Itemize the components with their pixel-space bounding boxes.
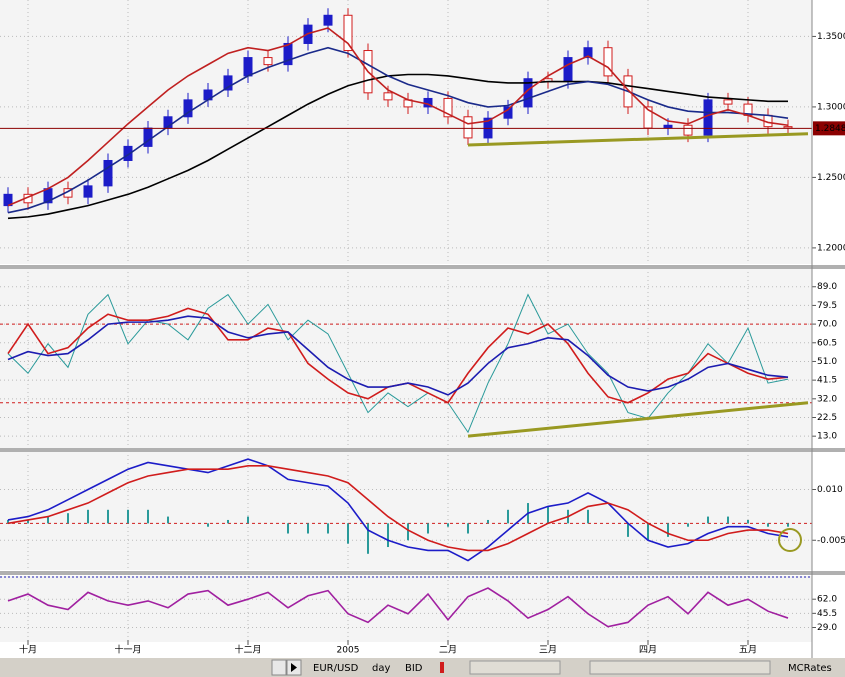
y-tick-label: 51.0 xyxy=(817,357,837,367)
candle-body xyxy=(323,14,333,26)
separator xyxy=(0,448,845,452)
y-tick-label: 29.0 xyxy=(817,623,837,633)
highlight-circle xyxy=(778,528,802,552)
source-select[interactable]: MCRates xyxy=(788,663,832,674)
candle-body xyxy=(663,124,673,129)
candle-body xyxy=(443,97,453,118)
y-tick-label: 45.5 xyxy=(817,609,837,619)
panel-background xyxy=(0,576,812,642)
side-select[interactable]: BID xyxy=(405,663,423,674)
candle-body xyxy=(383,92,393,101)
candle-body xyxy=(243,57,253,77)
candle-body xyxy=(83,185,93,198)
series-line xyxy=(7,27,789,207)
x-tick-label: 五月 xyxy=(739,645,757,656)
candle-body xyxy=(523,78,533,108)
candle-icon[interactable] xyxy=(440,662,444,673)
candle-body xyxy=(683,124,693,136)
separator xyxy=(0,571,845,575)
candle-body xyxy=(183,99,193,118)
series-line xyxy=(7,458,789,562)
y-tick-label: 60.5 xyxy=(817,338,837,348)
candle-body xyxy=(583,47,593,59)
y-tick-label: -0.005 xyxy=(817,536,845,546)
candle-body xyxy=(703,99,713,136)
plots: 1.3500 1.3000 1.2500 1.2000 1.2848 89.0 79.5 70… xyxy=(0,0,845,656)
candle-body xyxy=(263,57,273,66)
candle-body xyxy=(463,116,473,139)
y-tick-label: 32.0 xyxy=(817,394,837,404)
trend-line xyxy=(467,401,809,438)
x-tick-label: 三月 xyxy=(539,645,557,656)
series-line xyxy=(7,46,789,214)
candle-body xyxy=(503,106,513,119)
candle-body xyxy=(563,57,573,83)
x-tick-label: 二月 xyxy=(439,645,457,656)
y-tick-label: 1.3500 xyxy=(817,32,845,42)
x-tick-label: 十一月 xyxy=(114,644,141,656)
series-line xyxy=(7,315,789,396)
x-tick-label: 十月 xyxy=(19,644,37,656)
y-tick-label: 79.5 xyxy=(817,301,837,311)
candle-body xyxy=(103,159,113,187)
series-line xyxy=(7,587,789,628)
y-tick-label: 1.2000 xyxy=(817,243,845,253)
draw-tools[interactable] xyxy=(589,660,771,675)
y-tick-label: 1.2500 xyxy=(817,173,845,183)
separator xyxy=(0,265,845,269)
series-line xyxy=(7,73,788,220)
scroll-left[interactable] xyxy=(271,659,287,676)
panel-background xyxy=(0,268,812,448)
x-tick-label: 十二月 xyxy=(234,644,261,656)
candle-body xyxy=(223,75,233,91)
trend-line xyxy=(467,132,809,147)
y-tick-label: 1.3000 xyxy=(817,102,845,112)
last-price-box xyxy=(813,121,845,136)
candle-body xyxy=(343,14,353,52)
y-tick-label: 41.5 xyxy=(817,376,837,386)
period-select[interactable]: day xyxy=(372,663,390,674)
series-line xyxy=(7,293,789,434)
arrow-icon xyxy=(291,663,297,672)
series-line xyxy=(7,465,789,552)
y-tick-label: 62.0 xyxy=(817,595,837,605)
candle-body xyxy=(283,42,293,66)
y-tick-label: 13.0 xyxy=(817,432,837,442)
y-tick-label: 0.010 xyxy=(817,485,843,495)
y-tick-label: 89.0 xyxy=(817,282,837,292)
candle-body xyxy=(603,47,613,77)
y-tick-label: 22.5 xyxy=(817,413,837,423)
tool-buttons[interactable] xyxy=(469,660,561,675)
x-tick-label: 四月 xyxy=(639,645,657,656)
x-tick-label: 2005 xyxy=(337,646,360,656)
last-price-label: 1.2848 xyxy=(815,124,845,134)
y-tick-label: 70.0 xyxy=(817,320,837,330)
candle-body xyxy=(123,145,133,161)
candle-body xyxy=(723,99,733,105)
panel-background xyxy=(0,0,812,264)
panel-background xyxy=(0,451,812,570)
symbol-select[interactable]: EUR/USD xyxy=(313,663,359,674)
